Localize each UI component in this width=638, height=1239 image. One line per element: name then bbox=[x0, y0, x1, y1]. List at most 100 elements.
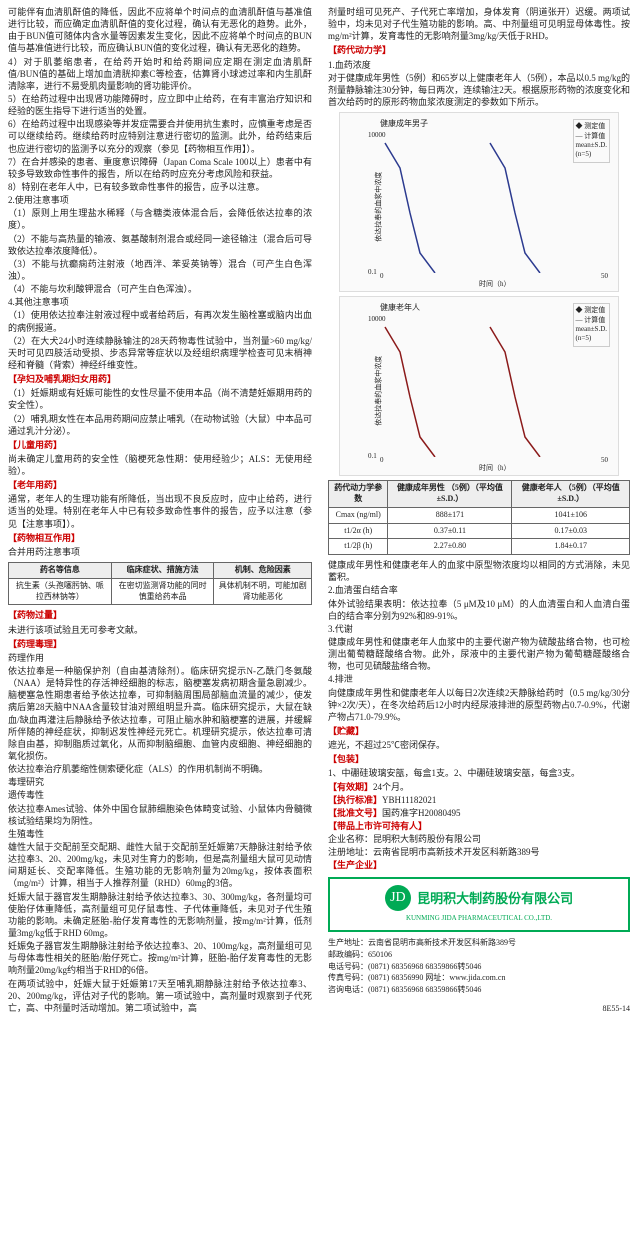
addr: 邮政编码：650106 bbox=[328, 950, 630, 961]
para: 依达拉奉治疗肌萎缩性侧索硬化症（ALS）的作用机制尚不明确。 bbox=[8, 763, 312, 775]
para: 遮光，不超过25℃密闭保存。 bbox=[328, 739, 630, 751]
para: （2）不能与高热量的输液、氨基酸制剂混合或经同一途径输注（混合后可导致依达拉奉浓… bbox=[8, 233, 312, 257]
ytick: 0.1 bbox=[368, 268, 377, 277]
para: 健康成年男性和健康老年人血浆中的主要代谢产物为硫酸盐络合物，也可检测出葡萄糖醛酸… bbox=[328, 636, 630, 672]
para: 4.其他注意事项 bbox=[8, 296, 312, 308]
section-package: 【包装】 bbox=[328, 753, 630, 765]
curve-area bbox=[380, 133, 600, 273]
td: 888±171 bbox=[388, 507, 512, 523]
meta: 注册地址：云南省昆明市高新技术开发区科新路389号 bbox=[328, 846, 630, 858]
td: 具体机制不明，可能加剧肾功能恶化 bbox=[214, 578, 312, 605]
para: （4）不能与坎利酸钾混合（可产生白色浑浊）。 bbox=[8, 283, 312, 295]
th: 药名等信息 bbox=[9, 563, 112, 579]
para: 合并用药注意事项 bbox=[8, 546, 312, 558]
ytick: 10000 bbox=[368, 315, 386, 324]
para: 妊娠大鼠于器官发生期静脉注射给予依达拉奉3、30、300mg/kg，各剂量均可使… bbox=[8, 891, 312, 940]
meta: 【带品上市许可持有人】 bbox=[328, 820, 630, 832]
td: t1/2α (h) bbox=[329, 523, 388, 539]
xtick: 50 bbox=[601, 272, 608, 281]
para: 1.血药浓度 bbox=[328, 59, 630, 71]
td: t1/2β (h) bbox=[329, 539, 388, 555]
para: 1、中硼硅玻璃安瓿，每盒1支。2、中硼硅玻璃安瓿，每盒3支。 bbox=[328, 767, 630, 779]
curve-area bbox=[380, 317, 600, 457]
td: Cmax (ng/ml) bbox=[329, 507, 388, 523]
para: 通常，老年人的生理功能有所降低，当出现不良反应时，应中止给药，进行适当的处理。特… bbox=[8, 493, 312, 529]
doc-code: 8E55-14 bbox=[328, 1004, 630, 1015]
para: （1）使用依达拉奉注射液过程中或者给药后，有再次发生脑栓塞或脑内出血的病例报道。 bbox=[8, 309, 312, 333]
para: 雄性大鼠于交配前至交配期、雌性大鼠于交配前至妊娠第7天静脉注射给予依达拉奉3、2… bbox=[8, 841, 312, 890]
para: （2）哺乳期女性在本品用药期间应禁止哺乳（在动物试验（大鼠）中本品可通过乳汁分泌… bbox=[8, 413, 312, 437]
x-axis-label: 时间（h） bbox=[479, 464, 511, 473]
meta: 【生产企业】 bbox=[328, 859, 630, 871]
x-axis-label: 时间（h） bbox=[479, 280, 511, 289]
td: 0.37±0.11 bbox=[388, 523, 512, 539]
para: 2.使用注意事项 bbox=[8, 194, 312, 206]
meta: 【批准文号】国药准字H20080495 bbox=[328, 807, 630, 819]
th: 健康成年男性 （5例）（平均值±S.D.） bbox=[388, 481, 512, 508]
chart-adult: 健康成年男子 ◆ 测定值 — 计算值 mean±S.D. (n=5) 依达拉奉的… bbox=[339, 112, 619, 292]
interaction-table: 药名等信息临床症状、措施方法机制、危险因素 抗生素（头孢噻肟钠、哌拉西林钠等）在… bbox=[8, 562, 312, 605]
legend-item: ◆ 测定值 bbox=[576, 122, 607, 131]
para: （3）不能与抗癫痫药注射液（地西泮、苯妥英钠等）混合（可产生白色浑浊）。 bbox=[8, 258, 312, 282]
th: 临床症状、措施方法 bbox=[111, 563, 214, 579]
para: 未进行该项试验且无可参考文献。 bbox=[8, 624, 312, 636]
company-logo-box: JD 昆明积大制药股份有限公司 KUNMING JIDA PHARMACEUTI… bbox=[328, 877, 630, 931]
ytick: 10000 bbox=[368, 131, 386, 140]
left-column: 可能伴有血清肌酐值的降低，因此不应将单个时间点的血清肌酐值与基准值进行比较，而应… bbox=[0, 0, 320, 1239]
para: 健康成年男性和健康老年人的血浆中原型物浓度均以相同的方式消除，未见蓄积。 bbox=[328, 559, 630, 583]
logo-en: KUNMING JIDA PHARMACEUTICAL CO.,LTD. bbox=[406, 914, 552, 922]
addr: 电话号码：(0871) 68356968 68359866转5046 bbox=[328, 962, 630, 973]
td: 在密切监测肾功能的同时慎重给药本品 bbox=[111, 578, 214, 605]
para: 8）特别在老年人中，已有较多致命性事件的报告，应予以注意。 bbox=[8, 181, 312, 193]
section-storage: 【贮藏】 bbox=[328, 725, 630, 737]
para: 3.代谢 bbox=[328, 623, 630, 635]
section-interaction: 【药物相互作用】 bbox=[8, 532, 312, 544]
para: 剂量时组可见死产、子代死亡率增加，身体发育（阴道张开）迟缓。两项试验中，均未见对… bbox=[328, 6, 630, 42]
logo-cn: 昆明积大制药股份有限公司 bbox=[417, 890, 573, 908]
para: （1）妊娠期或有妊娠可能性的女性尽量不使用本品（尚不清楚妊娠期用药的安全性）。 bbox=[8, 387, 312, 411]
addr: 传真号码：(0871) 68356990 网址：www.jida.com.cn bbox=[328, 973, 630, 984]
th: 机制、危险因素 bbox=[214, 563, 312, 579]
para: （1）原则上用生理盐水稀释（与含糖类液体混合后，会降低依达拉奉的浓度）。 bbox=[8, 207, 312, 231]
para: 对于健康成年男性（5例）和65岁以上健康老年人（5例），本品以0.5 mg/kg… bbox=[328, 72, 630, 108]
section-geriatric: 【老年用药】 bbox=[8, 479, 312, 491]
section-pk: 【药代动力学】 bbox=[328, 44, 630, 56]
addr: 生产地址：云南省昆明市高新技术开发区科新路389号 bbox=[328, 938, 630, 949]
logo-icon: JD bbox=[385, 885, 411, 911]
para: 生殖毒性 bbox=[8, 828, 312, 840]
xtick: 50 bbox=[601, 456, 608, 465]
para: 遗传毒性 bbox=[8, 789, 312, 801]
td: 2.27±0.80 bbox=[388, 539, 512, 555]
meta: 【有效期】24个月。 bbox=[328, 781, 630, 793]
para: 4）对于肌萎缩患者，在给药开始时和给药期间应定期在测定血清肌酐值/BUN值的基础… bbox=[8, 56, 312, 92]
para: 尚未确定儿童用药的安全性（脑梗死急性期：使用经验少；ALS：无使用经验）。 bbox=[8, 453, 312, 477]
section-pharmacology: 【药理毒理】 bbox=[8, 638, 312, 650]
xtick: 0 bbox=[380, 456, 384, 465]
para: 依达拉奉是一种脑保护剂（自由基清除剂）。临床研究提示N-乙酰门冬氨酸（NAA）是… bbox=[8, 665, 312, 762]
section-pregnancy: 【孕妇及哺乳期妇女用药】 bbox=[8, 373, 312, 385]
para: 向健康成年男性和健康老年人以每日2次连续2天静脉给药时（0.5 mg/kg/30… bbox=[328, 687, 630, 723]
xtick: 0 bbox=[380, 272, 384, 281]
para: 6）在给药过程中出现感染等并发症需要合并使用抗生素时，应慎重考虑是否可以继续给药… bbox=[8, 118, 312, 154]
td: 抗生素（头孢噻肟钠、哌拉西林钠等） bbox=[9, 578, 112, 605]
para: 毒理研究 bbox=[8, 776, 312, 788]
td: 0.17±0.03 bbox=[512, 523, 630, 539]
section-overdose: 【药物过量】 bbox=[8, 609, 312, 621]
para: 在两项试验中，妊娠大鼠于妊娠第17天至哺乳期静脉注射给予依达拉奉3、20、200… bbox=[8, 978, 312, 1014]
chart-elderly: 健康老年人 ◆ 测定值 — 计算值 mean±S.D. (n=5) 依达拉奉的血… bbox=[339, 296, 619, 476]
meta: 【执行标准】YBH11182021 bbox=[328, 794, 630, 806]
ytick: 0.1 bbox=[368, 452, 377, 461]
para: 依达拉奉Ames试验、体外中国仓鼠肺细胞染色体畸变试验、小鼠体内骨髓微核试验结果… bbox=[8, 803, 312, 827]
para: 2.血清蛋白结合率 bbox=[328, 584, 630, 596]
pk-table: 药代动力学参数健康成年男性 （5例）（平均值±S.D.）健康老年人 （5例）（平… bbox=[328, 480, 630, 555]
addr: 咨询电话：(0871) 68356968 68359866转5046 bbox=[328, 985, 630, 996]
td: 1.84±0.17 bbox=[512, 539, 630, 555]
para: （2）在大犬24小时连续静脉输注的28天药物毒性试验中，当剂量>60 mg/kg… bbox=[8, 335, 312, 371]
legend-item: ◆ 测定值 bbox=[576, 306, 607, 315]
para: 药理作用 bbox=[8, 652, 312, 664]
right-column: 剂量时组可见死产、子代死亡率增加，身体发育（阴道张开）迟缓。两项试验中，均未见对… bbox=[320, 0, 638, 1239]
meta: 企业名称：昆明积大制药股份有限公司 bbox=[328, 833, 630, 845]
para: 4.排泄 bbox=[328, 673, 630, 685]
chart-title: 健康成年男子 bbox=[380, 119, 428, 130]
para: 5）在给药过程中出现肾功能障碍时，应立即中止给药，在有丰富治疗知识和经验的医生指… bbox=[8, 93, 312, 117]
